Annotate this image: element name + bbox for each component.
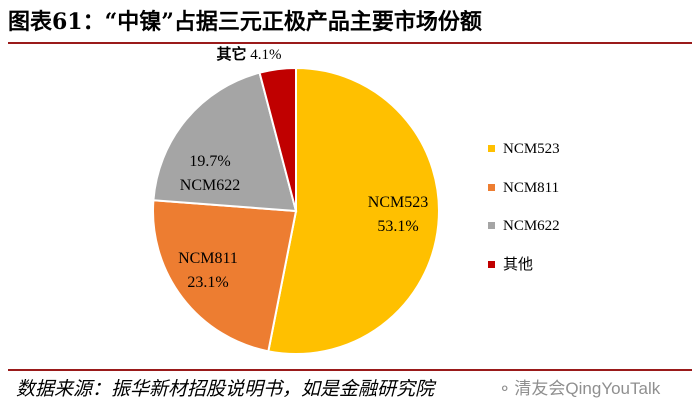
- slice-label-name-NCM523: NCM523: [368, 194, 428, 211]
- slice-label-其它: 其它 4.1%: [216, 45, 281, 63]
- legend-swatch: [488, 260, 495, 268]
- legend-swatch: [488, 145, 495, 153]
- legend-label: 其他: [503, 256, 534, 273]
- pie-slice-其他: [258, 66, 297, 212]
- chart-legend: NCM523 NCM811 NCM622 其他: [488, 140, 638, 294]
- watermark: ⚬ 清友会QingYouTalk: [498, 374, 660, 404]
- legend-item-NCM811: NCM811: [488, 179, 638, 198]
- slice-label-value-NCM811: 23.1%: [187, 274, 228, 291]
- slice-label-name-NCM622: NCM622: [180, 177, 240, 194]
- source-rule: [8, 369, 692, 371]
- legend-label: NCM811: [503, 179, 560, 196]
- legend-item-NCM523: NCM523: [488, 140, 638, 159]
- pie-slice-NCM523: [267, 66, 440, 355]
- watermark-text: 清友会QingYouTalk: [514, 379, 661, 398]
- pie-slice-NCM811: [152, 199, 298, 353]
- legend-swatch: [488, 222, 495, 230]
- legend-item-NCM622: NCM622: [488, 217, 638, 236]
- chart-title: 图表61：“中镍”占据三元正极产品主要市场份额: [8, 9, 482, 35]
- slice-label-value-NCM622: 19.7%: [189, 153, 230, 170]
- source-note: 数据来源：振华新材招股说明书，如是金融研究院: [16, 378, 435, 400]
- pie-slice-NCM622: [152, 71, 298, 213]
- legend-label: NCM523: [503, 141, 560, 157]
- legend-item-其他: 其他: [488, 256, 638, 275]
- title-rule: [8, 42, 692, 44]
- wechat-icon: ⚬: [498, 381, 512, 398]
- legend-label: NCM622: [503, 218, 560, 234]
- pie-slice-labels: NCM523 53.1% NCM811 23.1% 19.7% NCM622 其它 4.1%: [178, 45, 428, 291]
- slice-label-value-NCM523: 53.1%: [377, 218, 418, 235]
- legend-swatch: [488, 183, 495, 191]
- pie-slices: [152, 66, 440, 355]
- slice-label-name-NCM811: NCM811: [178, 250, 238, 267]
